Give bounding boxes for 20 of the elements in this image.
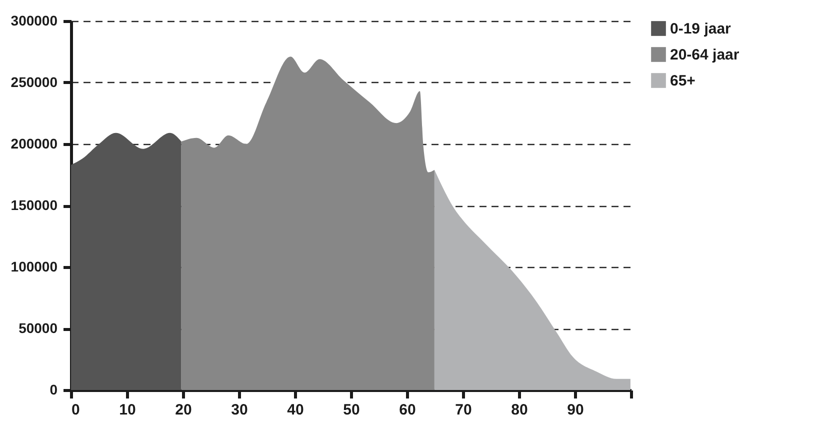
x-tick-label: 60 — [399, 402, 416, 418]
y-tick-label: 0 — [50, 382, 58, 398]
legend-label: 20-64 jaar — [670, 46, 740, 64]
y-tick-label: 50000 — [18, 320, 58, 336]
legend-label: 65+ — [670, 72, 696, 90]
y-tick-label: 300000 — [10, 12, 58, 28]
y-tick-label: 100000 — [10, 258, 58, 274]
y-tick-label: 150000 — [10, 197, 58, 213]
x-tick-label: 20 — [175, 402, 192, 418]
x-tick-label: 90 — [567, 402, 584, 418]
y-tick-label: 250000 — [10, 74, 58, 90]
y-tick-label: 200000 — [10, 136, 58, 152]
legend-label: 0-19 jaar — [670, 20, 732, 38]
x-tick-label: 50 — [343, 402, 360, 418]
x-tick-label: 0 — [72, 402, 80, 418]
x-tick-label: 30 — [231, 402, 248, 418]
x-tick-label: 70 — [455, 402, 472, 418]
x-tick-label: 40 — [287, 402, 304, 418]
x-tick-label: 10 — [119, 402, 136, 418]
x-tick-label: 80 — [511, 402, 528, 418]
